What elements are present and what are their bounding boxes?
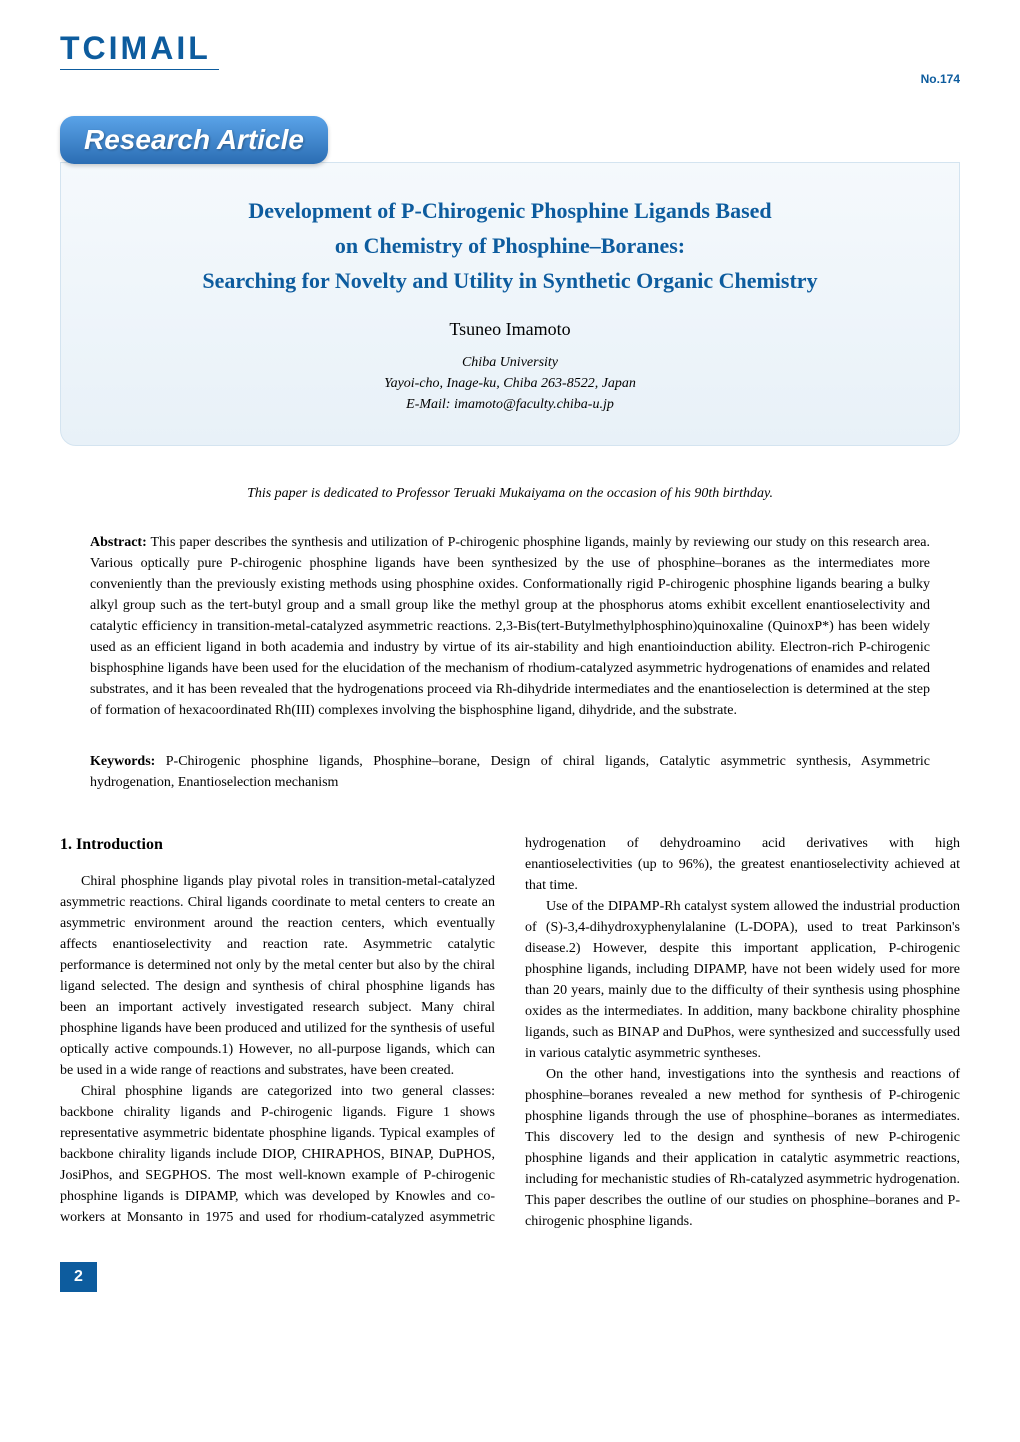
- page-number: 2: [60, 1262, 97, 1292]
- abstract-block: Abstract: This paper describes the synth…: [90, 532, 930, 721]
- affiliation-line-2: Yayoi-cho, Inage-ku, Chiba 263-8522, Jap…: [101, 373, 919, 394]
- body-paragraph-3: Use of the DIPAMP-Rh catalyst system all…: [525, 896, 960, 1064]
- keywords-label: Keywords:: [90, 754, 155, 769]
- title-block: Development of P-Chirogenic Phosphine Li…: [60, 162, 960, 446]
- title-line-2: on Chemistry of Phosphine–Boranes:: [101, 228, 919, 263]
- dedication: This paper is dedicated to Professor Ter…: [60, 486, 960, 502]
- keywords-text: P-Chirogenic phosphine ligands, Phosphin…: [90, 754, 930, 790]
- title-line-3: Searching for Novelty and Utility in Syn…: [101, 263, 919, 298]
- logo-container: TCIMAIL No.174: [60, 30, 960, 86]
- logo-text: TCIMAIL: [60, 30, 219, 70]
- affiliation-line-1: Chiba University: [101, 352, 919, 373]
- abstract-label: Abstract:: [90, 535, 147, 550]
- author-name: Tsuneo Imamoto: [101, 319, 919, 340]
- affiliation-line-3: E-Mail: imamoto@faculty.chiba-u.jp: [101, 394, 919, 415]
- abstract-text: This paper describes the synthesis and u…: [90, 535, 930, 718]
- section-heading: 1. Introduction: [60, 833, 495, 857]
- header-logo: TCIMAIL No.174: [60, 30, 960, 86]
- affiliation: Chiba University Yayoi-cho, Inage-ku, Ch…: [101, 352, 919, 415]
- body-paragraph-1: Chiral phosphine ligands play pivotal ro…: [60, 871, 495, 1081]
- issue-number: No.174: [921, 72, 960, 86]
- keywords-block: Keywords: P-Chirogenic phosphine ligands…: [90, 751, 930, 793]
- body-paragraph-4: On the other hand, investigations into t…: [525, 1064, 960, 1232]
- title-line-1: Development of P-Chirogenic Phosphine Li…: [101, 193, 919, 228]
- article-title: Development of P-Chirogenic Phosphine Li…: [101, 193, 919, 299]
- body-columns: 1. Introduction Chiral phosphine ligands…: [60, 833, 960, 1232]
- article-type-badge: Research Article: [60, 116, 328, 164]
